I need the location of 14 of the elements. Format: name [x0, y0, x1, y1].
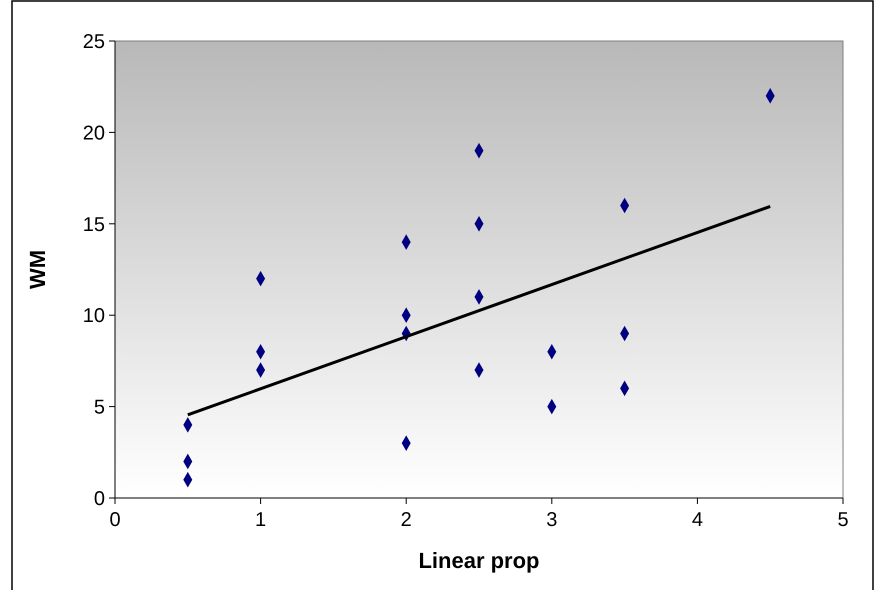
y-tick-label: 15 — [82, 214, 105, 236]
x-tick-label: 1 — [255, 509, 266, 531]
x-tick-label: 5 — [837, 509, 849, 531]
x-tick-label: 3 — [546, 509, 558, 531]
y-tick-label: 0 — [94, 488, 105, 510]
y-tick-label: 10 — [82, 305, 105, 328]
y-tick-label: 25 — [82, 31, 105, 53]
x-axis-title: Linear prop — [418, 548, 540, 573]
y-axis-title: WM — [25, 250, 50, 290]
x-tick-label: 4 — [692, 509, 703, 531]
y-tick-label: 20 — [82, 122, 105, 144]
x-tick-label: 0 — [109, 509, 121, 531]
y-tick-label: 5 — [94, 396, 105, 419]
x-tick-label: 2 — [400, 509, 412, 531]
